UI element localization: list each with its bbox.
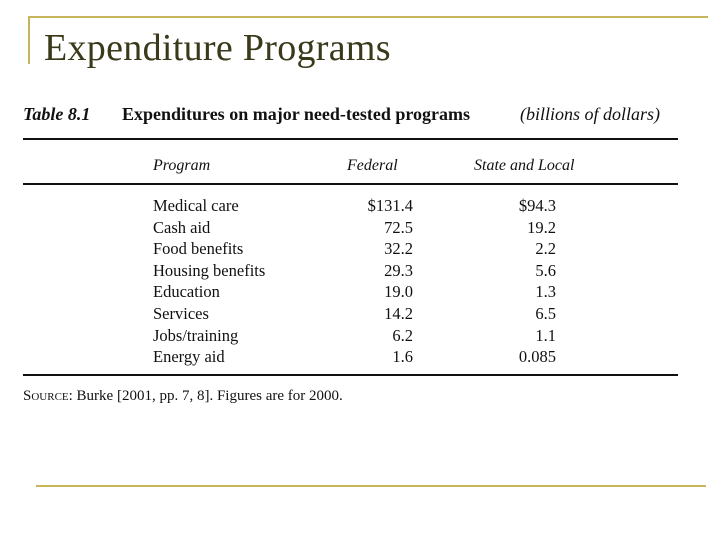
table-header-rule [23,183,678,185]
cell-federal: 32.2 [384,239,413,259]
table-row: Energy aid 1.6 0.085 [0,347,720,369]
cell-program: Medical care [153,196,239,215]
cell-program: Jobs/training [153,325,239,345]
cell-federal: 29.3 [384,260,413,280]
table-bottom-rule [23,374,678,376]
cell-federal: 1.6 [392,347,413,367]
frame-top-line [28,16,708,18]
table-top-rule [23,138,678,140]
table-row: Food benefits 32.2 2.2 [0,239,720,261]
header-federal: Federal [347,157,398,174]
cell-program: Energy aid [153,347,225,367]
cell-federal: 6.2 [392,325,413,345]
cell-state-local: $94.3 [518,196,556,215]
table-caption: Table 8.1 Expenditures on major need-tes… [23,104,683,125]
frame-left-line [28,16,30,64]
source-text: Burke [2001, pp. 7, 8]. Figures are for … [76,388,343,404]
cell-federal: $131.4 [367,196,413,215]
frame-bottom-line [36,485,706,487]
cell-program: Education [153,282,220,302]
cell-state-local: 0.085 [518,347,556,367]
table-row: Medical care $131.4 $94.3 [0,196,720,218]
cell-state-local: 5.6 [535,260,556,280]
table-row: Services 14.2 6.5 [0,304,720,326]
cell-state-local: 2.2 [535,239,556,259]
header-state-local: State and Local [474,157,575,174]
slide-title: Expenditure Programs [44,27,391,69]
table-row: Housing benefits 29.3 5.6 [0,261,720,283]
cell-program: Services [153,303,209,323]
cell-program: Cash aid [153,217,211,237]
table-title: Expenditures on major need-tested progra… [122,104,470,124]
table-label: Table 8.1 [23,104,91,124]
cell-state-local: 6.5 [535,303,556,323]
table-row: Cash aid 72.5 19.2 [0,218,720,240]
cell-state-local: 1.3 [535,282,556,302]
cell-program: Housing benefits [153,260,266,280]
table-unit: (billions of dollars) [520,104,661,124]
cell-program: Food benefits [153,239,244,259]
source-label: Source: [23,388,73,404]
table-source: Source: Burke [2001, pp. 7, 8]. Figures … [23,388,343,405]
cell-federal: 72.5 [384,217,413,237]
table-row: Jobs/training 6.2 1.1 [0,326,720,348]
table-row: Education 19.0 1.3 [0,282,720,304]
cell-state-local: 1.1 [535,325,556,345]
cell-federal: 14.2 [384,303,413,323]
cell-federal: 19.0 [384,282,413,302]
table-body: Medical care $131.4 $94.3 Cash aid 72.5 … [0,196,720,369]
cell-state-local: 19.2 [527,217,556,237]
header-program: Program [153,157,211,174]
